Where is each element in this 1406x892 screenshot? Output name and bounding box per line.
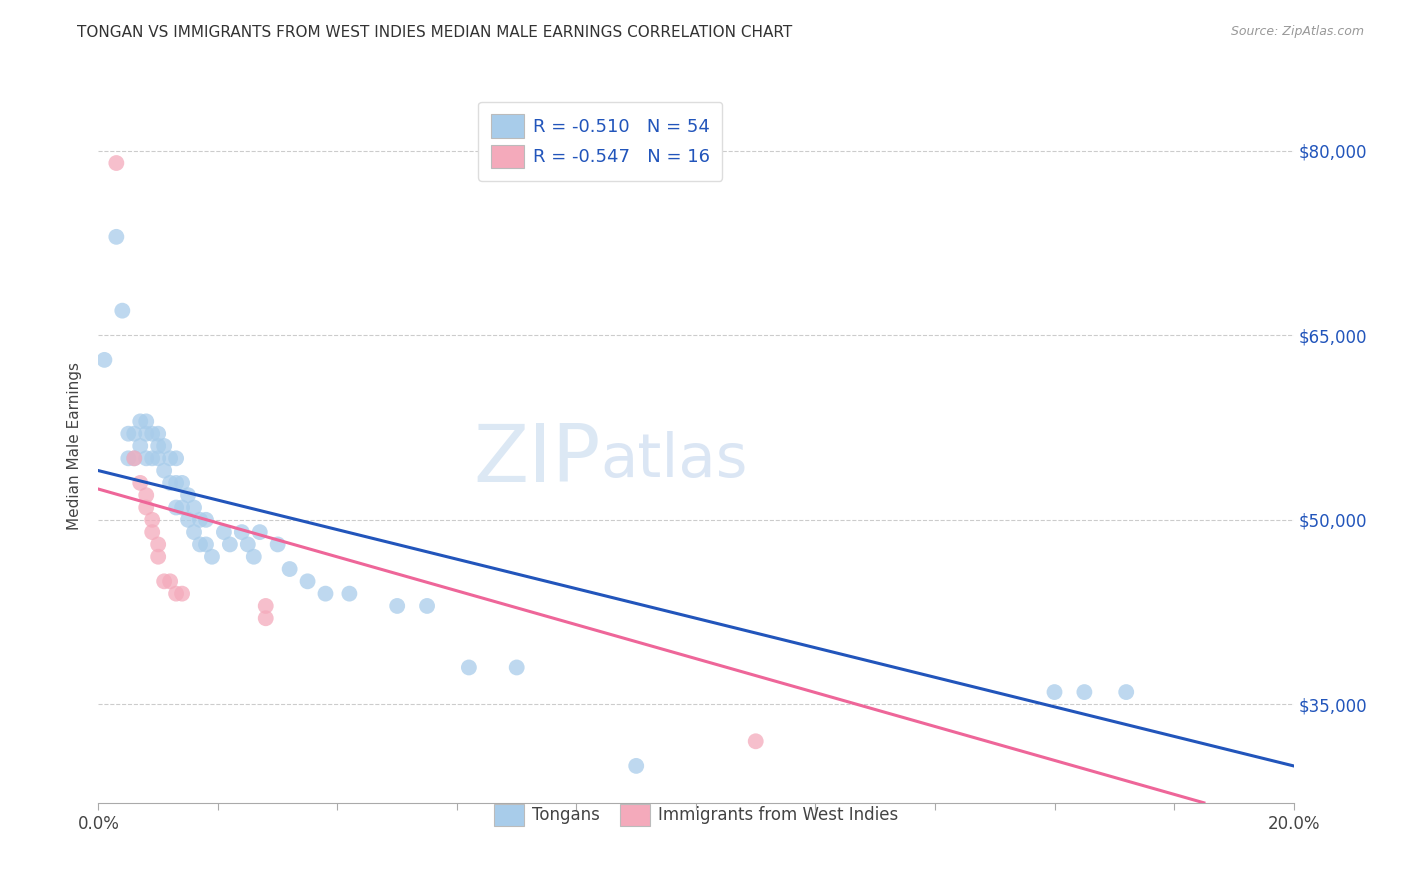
Point <box>153 574 176 589</box>
Point <box>141 451 163 466</box>
Point <box>153 439 176 453</box>
Point <box>267 537 290 551</box>
Point <box>177 513 200 527</box>
Point <box>183 525 205 540</box>
Point <box>129 439 152 453</box>
Point <box>201 549 224 564</box>
Point <box>135 451 157 466</box>
Point <box>177 488 200 502</box>
Point <box>141 525 163 540</box>
Point <box>129 475 152 490</box>
Point <box>212 525 235 540</box>
Point <box>172 587 194 601</box>
Point <box>165 500 187 515</box>
Point <box>1115 685 1137 699</box>
Point <box>165 475 187 490</box>
Point <box>458 660 481 674</box>
Point <box>506 660 529 674</box>
Point <box>135 426 157 441</box>
Point <box>135 414 157 428</box>
Point <box>135 500 157 515</box>
Point <box>626 759 648 773</box>
Point <box>141 426 163 441</box>
Point <box>148 537 170 551</box>
Point <box>172 500 194 515</box>
Text: ZIP: ZIP <box>472 421 600 500</box>
Point <box>135 488 157 502</box>
Point <box>745 734 768 748</box>
Point <box>278 562 301 576</box>
Point <box>416 599 439 613</box>
Point <box>153 464 176 478</box>
Point <box>93 352 115 367</box>
Point <box>172 475 194 490</box>
Point <box>1043 685 1066 699</box>
Point <box>183 500 205 515</box>
Point <box>148 549 170 564</box>
Point <box>188 537 211 551</box>
Point <box>254 599 277 613</box>
Point <box>148 451 170 466</box>
Point <box>385 599 409 613</box>
Text: Source: ZipAtlas.com: Source: ZipAtlas.com <box>1230 25 1364 38</box>
Point <box>117 426 139 441</box>
Point <box>188 513 211 527</box>
Point <box>254 611 277 625</box>
Point <box>111 303 134 318</box>
Point <box>165 451 187 466</box>
Point <box>195 513 218 527</box>
Point <box>117 451 139 466</box>
Point <box>141 513 163 527</box>
Point <box>297 574 319 589</box>
Point <box>236 537 259 551</box>
Point <box>165 587 187 601</box>
Point <box>124 451 146 466</box>
Point <box>315 587 337 601</box>
Point <box>105 156 128 170</box>
Point <box>1073 685 1095 699</box>
Point <box>148 426 170 441</box>
Point <box>129 414 152 428</box>
Point <box>159 475 181 490</box>
Point <box>105 230 128 244</box>
Point <box>124 426 146 441</box>
Legend: Tongans, Immigrants from West Indies: Tongans, Immigrants from West Indies <box>482 792 910 838</box>
Point <box>219 537 242 551</box>
Point <box>148 439 170 453</box>
Point <box>124 451 146 466</box>
Point <box>195 537 218 551</box>
Y-axis label: Median Male Earnings: Median Male Earnings <box>67 362 83 530</box>
Point <box>231 525 253 540</box>
Point <box>249 525 271 540</box>
Text: TONGAN VS IMMIGRANTS FROM WEST INDIES MEDIAN MALE EARNINGS CORRELATION CHART: TONGAN VS IMMIGRANTS FROM WEST INDIES ME… <box>77 25 793 40</box>
Point <box>159 574 181 589</box>
Point <box>159 451 181 466</box>
Point <box>339 587 361 601</box>
Text: atlas: atlas <box>600 431 748 490</box>
Point <box>243 549 266 564</box>
